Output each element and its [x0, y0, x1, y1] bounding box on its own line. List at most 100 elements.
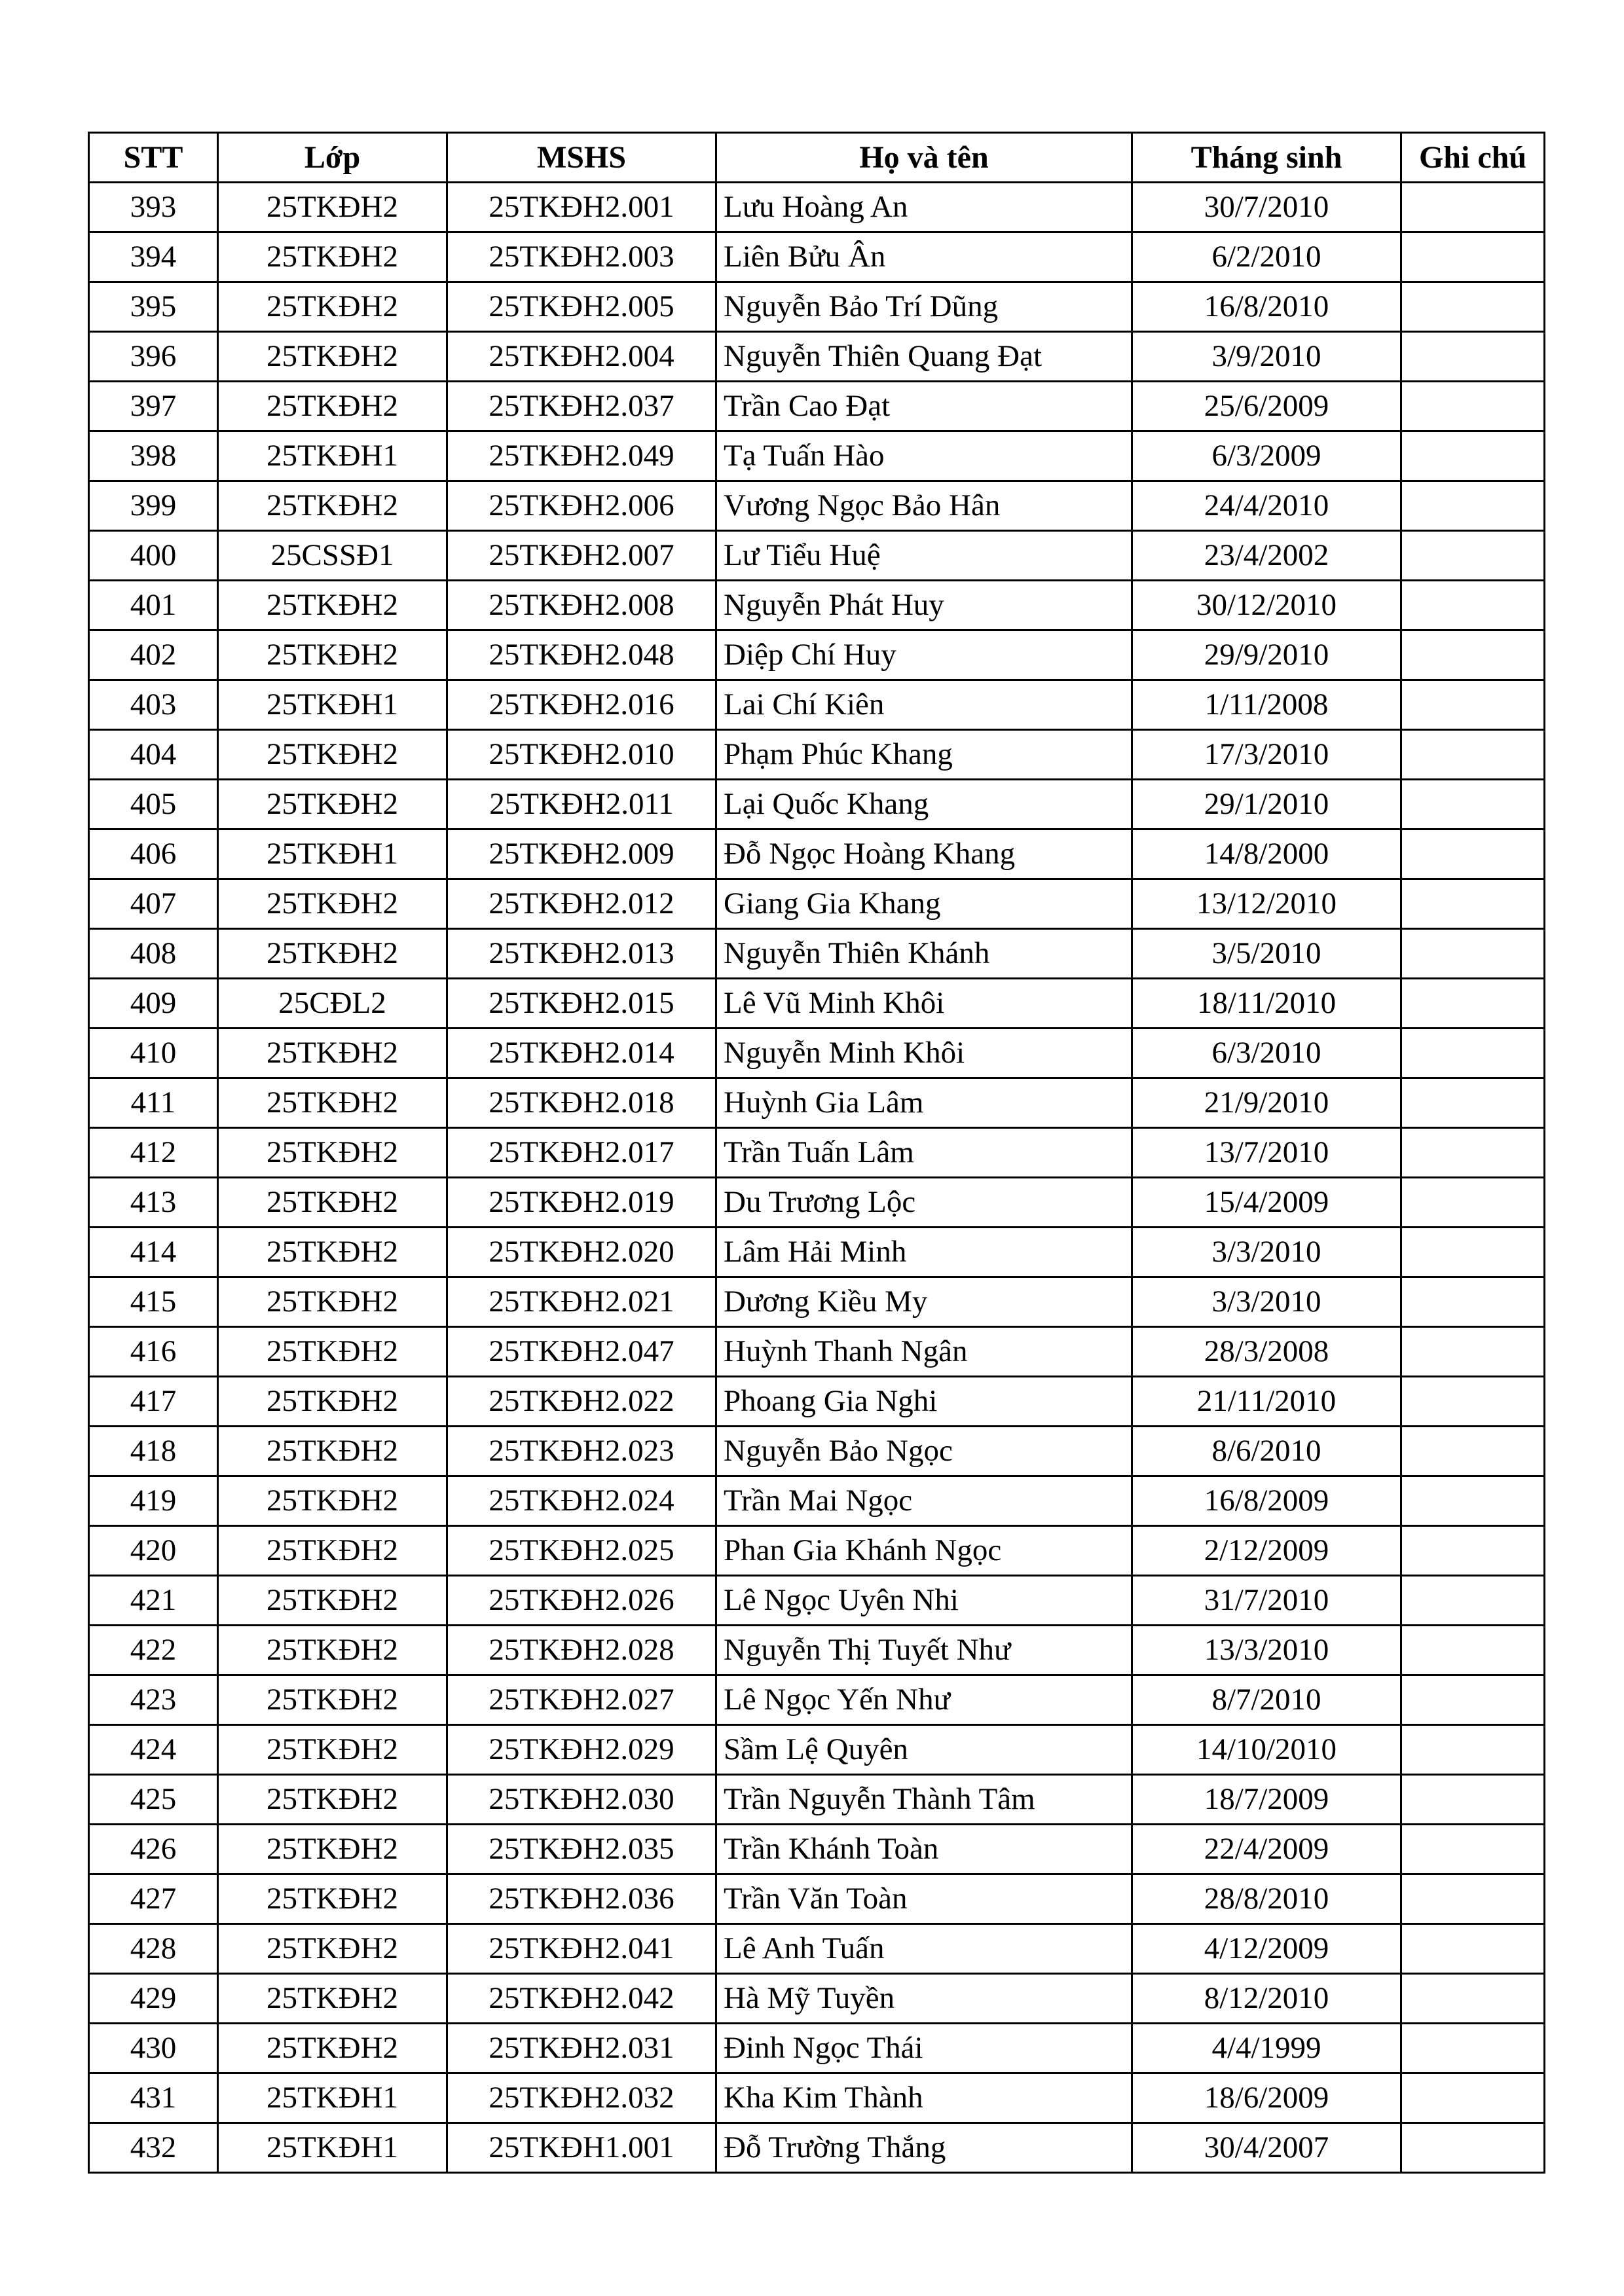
birth-date-cell: 25/6/2009	[1131, 380, 1402, 432]
table-row: 402 25TKĐH2 25TKĐH2.048 Diệp Chí Huy 29/9/20…	[88, 629, 1545, 681]
table-row: 426 25TKĐH2 25TKĐH2.035 Trần Khánh Toàn 22/4…	[88, 1823, 1545, 1875]
class-cell: 25CĐL2	[217, 977, 448, 1029]
class-cell: 25TKĐH1	[217, 679, 448, 731]
birth-date-cell: 4/4/1999	[1131, 2022, 1402, 2074]
student-id-cell: 25TKĐH2.005	[446, 281, 717, 333]
note-cell	[1400, 331, 1545, 382]
header-note: Ghi chú	[1400, 132, 1545, 183]
header-stt: STT	[88, 132, 219, 183]
full-name-cell: Hà Mỹ Tuyền	[715, 1973, 1133, 2024]
class-cell: 25TKĐH2	[217, 928, 448, 979]
class-cell: 25TKĐH2	[217, 1027, 448, 1079]
full-name-cell: Phoang Gia Nghi	[715, 1376, 1133, 1427]
student-id-cell: 25TKĐH2.007	[446, 530, 717, 581]
note-cell	[1400, 579, 1545, 631]
full-name-cell: Sầm Lệ Quyên	[715, 1724, 1133, 1776]
birth-date-cell: 8/6/2010	[1131, 1425, 1402, 1477]
full-name-cell: Lư Tiểu Huệ	[715, 530, 1133, 581]
class-cell: 25TKĐH2	[217, 1425, 448, 1477]
stt-cell: 406	[88, 828, 219, 880]
note-cell	[1400, 1575, 1545, 1626]
birth-date-cell: 28/8/2010	[1131, 1873, 1402, 1925]
note-cell	[1400, 1077, 1545, 1129]
note-cell	[1400, 1674, 1545, 1726]
table-row: 420 25TKĐH2 25TKĐH2.025 Phan Gia Khánh Ngọc…	[88, 1525, 1545, 1576]
class-cell: 25TKĐH2	[217, 181, 448, 233]
birth-date-cell: 14/10/2010	[1131, 1724, 1402, 1776]
full-name-cell: Lê Ngọc Yến Như	[715, 1674, 1133, 1726]
full-name-cell: Đinh Ngọc Thái	[715, 2022, 1133, 2074]
header-row: STT Lớp MSHS Họ và tên Tháng sinh Ghi ch…	[88, 132, 1545, 183]
full-name-cell: Huỳnh Gia Lâm	[715, 1077, 1133, 1129]
birth-date-cell: 30/7/2010	[1131, 181, 1402, 233]
stt-cell: 424	[88, 1724, 219, 1776]
birth-date-cell: 29/9/2010	[1131, 629, 1402, 681]
note-cell	[1400, 1425, 1545, 1477]
birth-date-cell: 28/3/2008	[1131, 1326, 1402, 1377]
table-row: 425 25TKĐH2 25TKĐH2.030 Trần Nguyễn Thành T…	[88, 1774, 1545, 1825]
table-row: 422 25TKĐH2 25TKĐH2.028 Nguyễn Thị Tuyết Nh…	[88, 1624, 1545, 1676]
table-row: 419 25TKĐH2 25TKĐH2.024 Trần Mai Ngọc 16/8/2…	[88, 1475, 1545, 1527]
table-row: 400 25CSSĐ1 25TKĐH2.007 Lư Tiểu Huệ 23/4/200…	[88, 530, 1545, 581]
note-cell	[1400, 1525, 1545, 1576]
table-row: 414 25TKĐH2 25TKĐH2.020 Lâm Hải Minh 3/3/201…	[88, 1226, 1545, 1278]
note-cell	[1400, 679, 1545, 731]
full-name-cell: Nguyễn Phát Huy	[715, 579, 1133, 631]
full-name-cell: Lê Anh Tuấn	[715, 1923, 1133, 1975]
birth-date-cell: 18/6/2009	[1131, 2072, 1402, 2124]
birth-date-cell: 13/7/2010	[1131, 1127, 1402, 1178]
table-row: 417 25TKĐH2 25TKĐH2.022 Phoang Gia Nghi 21/1…	[88, 1376, 1545, 1427]
student-id-cell: 25TKĐH2.014	[446, 1027, 717, 1079]
birth-date-cell: 8/7/2010	[1131, 1674, 1402, 1726]
student-id-cell: 25TKĐH2.009	[446, 828, 717, 880]
table-row: 421 25TKĐH2 25TKĐH2.026 Lê Ngọc Uyên Nhi 31/…	[88, 1575, 1545, 1626]
birth-date-cell: 17/3/2010	[1131, 729, 1402, 780]
full-name-cell: Giang Gia Khang	[715, 878, 1133, 930]
birth-date-cell: 1/11/2008	[1131, 679, 1402, 731]
full-name-cell: Nguyễn Bảo Trí Dũng	[715, 281, 1133, 333]
class-cell: 25CSSĐ1	[217, 530, 448, 581]
birth-date-cell: 3/5/2010	[1131, 928, 1402, 979]
stt-cell: 410	[88, 1027, 219, 1079]
student-id-cell: 25TKĐH2.006	[446, 480, 717, 532]
full-name-cell: Lưu Hoàng An	[715, 181, 1133, 233]
note-cell	[1400, 977, 1545, 1029]
class-cell: 25TKĐH2	[217, 1873, 448, 1925]
header-class: Lớp	[217, 132, 448, 183]
header-full-name: Họ và tên	[715, 132, 1133, 183]
student-id-cell: 25TKĐH2.049	[446, 430, 717, 482]
note-cell	[1400, 1923, 1545, 1975]
stt-cell: 412	[88, 1127, 219, 1178]
stt-cell: 426	[88, 1823, 219, 1875]
note-cell	[1400, 530, 1545, 581]
full-name-cell: Đỗ Trường Thắng	[715, 2122, 1133, 2174]
table-row: 430 25TKĐH2 25TKĐH2.031 Đinh Ngọc Thái 4/4/1…	[88, 2022, 1545, 2074]
student-id-cell: 25TKĐH2.026	[446, 1575, 717, 1626]
table-row: 411 25TKĐH2 25TKĐH2.018 Huỳnh Gia Lâm 21/9/2…	[88, 1077, 1545, 1129]
birth-date-cell: 22/4/2009	[1131, 1823, 1402, 1875]
birth-date-cell: 18/11/2010	[1131, 977, 1402, 1029]
full-name-cell: Nguyễn Minh Khôi	[715, 1027, 1133, 1079]
student-id-cell: 25TKĐH2.011	[446, 778, 717, 830]
student-id-cell: 25TKĐH2.019	[446, 1176, 717, 1228]
student-id-cell: 25TKĐH2.015	[446, 977, 717, 1029]
birth-date-cell: 3/3/2010	[1131, 1276, 1402, 1328]
note-cell	[1400, 1973, 1545, 2024]
table-row: 406 25TKĐH1 25TKĐH2.009 Đỗ Ngọc Hoàng Khang…	[88, 828, 1545, 880]
stt-cell: 395	[88, 281, 219, 333]
class-cell: 25TKĐH2	[217, 1077, 448, 1129]
note-cell	[1400, 231, 1545, 283]
full-name-cell: Diệp Chí Huy	[715, 629, 1133, 681]
full-name-cell: Kha Kim Thành	[715, 2072, 1133, 2124]
birth-date-cell: 3/9/2010	[1131, 331, 1402, 382]
class-cell: 25TKĐH2	[217, 1624, 448, 1676]
class-cell: 25TKĐH1	[217, 828, 448, 880]
stt-cell: 401	[88, 579, 219, 631]
student-id-cell: 25TKĐH2.048	[446, 629, 717, 681]
note-cell	[1400, 281, 1545, 333]
table-row: 397 25TKĐH2 25TKĐH2.037 Trần Cao Đạt 25/6/20…	[88, 380, 1545, 432]
stt-cell: 432	[88, 2122, 219, 2174]
birth-date-cell: 2/12/2009	[1131, 1525, 1402, 1576]
note-cell	[1400, 1326, 1545, 1377]
note-cell	[1400, 430, 1545, 482]
